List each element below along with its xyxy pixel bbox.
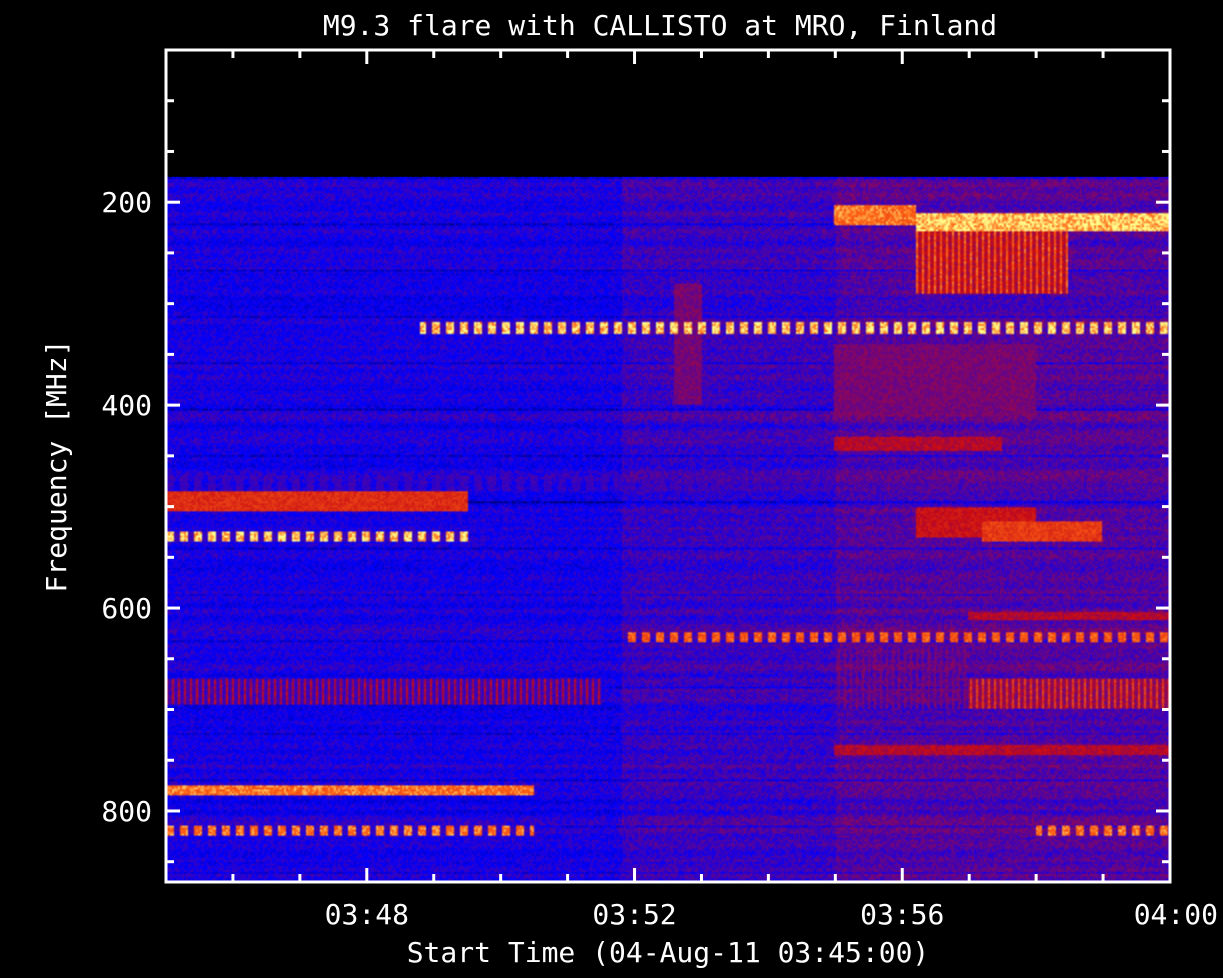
chart-title: M9.3 flare with CALLISTO at MRO, Finland	[323, 9, 997, 42]
plot-frame	[164, 48, 1172, 884]
x-tick-label: 03:52	[592, 898, 676, 931]
y-tick-label: 200	[101, 186, 152, 219]
y-axis-ticks: 200 400 600 800	[101, 99, 1170, 864]
x-tick-label: 03:48	[325, 898, 409, 931]
x-tick-label: 04:00	[1134, 898, 1218, 931]
y-tick-label: 800	[101, 795, 152, 828]
x-tick-label: 03:56	[860, 898, 944, 931]
spectrogram-heatmap	[166, 176, 1170, 882]
y-axis-label: Frequency [MHz]	[40, 340, 73, 593]
x-axis-ticks: 03:48 03:52 03:56 04:00	[231, 50, 1218, 931]
y-tick-label: 600	[101, 592, 152, 625]
x-axis-label: Start Time (04-Aug-11 03:45:00)	[407, 936, 930, 969]
y-tick-label: 400	[101, 389, 152, 422]
